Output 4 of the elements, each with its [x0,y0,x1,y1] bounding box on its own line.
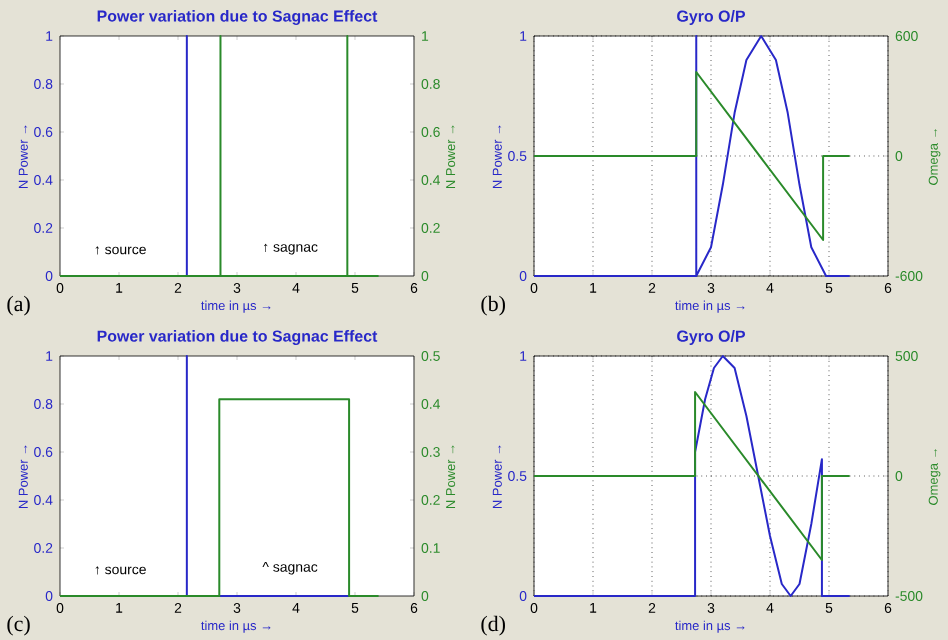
text: (b) [481,295,505,316]
text: (a) [7,295,30,316]
text: (c) [7,615,30,636]
text: (d) [481,615,505,636]
